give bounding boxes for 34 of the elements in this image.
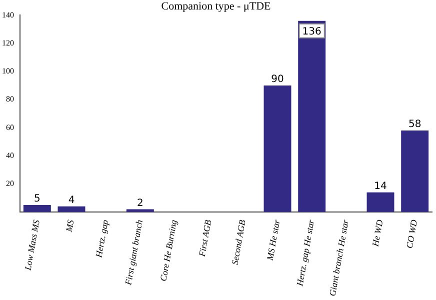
y-tick-label: 100 [2, 66, 14, 76]
bar [401, 130, 429, 212]
data-label: 5 [34, 194, 40, 205]
x-tick-label: Hertz. gap [94, 218, 110, 260]
x-tick-label: Giant branch He star [327, 218, 351, 297]
x-tick-label: CO WD [404, 218, 420, 250]
y-tick-label: 60 [6, 122, 14, 132]
bar [23, 205, 51, 212]
y-tick-label: 140 [2, 10, 14, 20]
x-tick-label: Low Mass MS [22, 218, 42, 272]
y-tick-label: 40 [6, 150, 14, 160]
x-tick-label: First giant branch [122, 218, 145, 287]
data-label: 14 [374, 180, 387, 192]
bar [58, 206, 86, 212]
y-tick-label: 80 [6, 94, 14, 104]
data-label: 90 [271, 74, 284, 86]
bar [366, 192, 394, 212]
data-label: 58 [408, 119, 422, 130]
bar [126, 209, 154, 212]
data-label: 2 [136, 198, 144, 209]
data-label: 4 [68, 195, 75, 206]
x-tick-label: MS [64, 218, 76, 234]
bar [264, 86, 292, 212]
x-tick-label: First AGB [196, 218, 214, 258]
bar [298, 20, 326, 212]
x-tick-label: Core He Burning [158, 218, 179, 282]
x-tick-label: MS He star [264, 218, 282, 262]
x-tick-label: Second AGB [230, 218, 248, 266]
y-tick-label: 20 [6, 179, 14, 188]
data-label: 136 [302, 26, 322, 38]
x-tick-label: He WD [370, 218, 385, 248]
x-tick-label: Hertz. gap He star [294, 218, 316, 288]
y-tick-label: 120 [2, 38, 14, 48]
chart-title: Companion type - μTDE [161, 0, 272, 12]
